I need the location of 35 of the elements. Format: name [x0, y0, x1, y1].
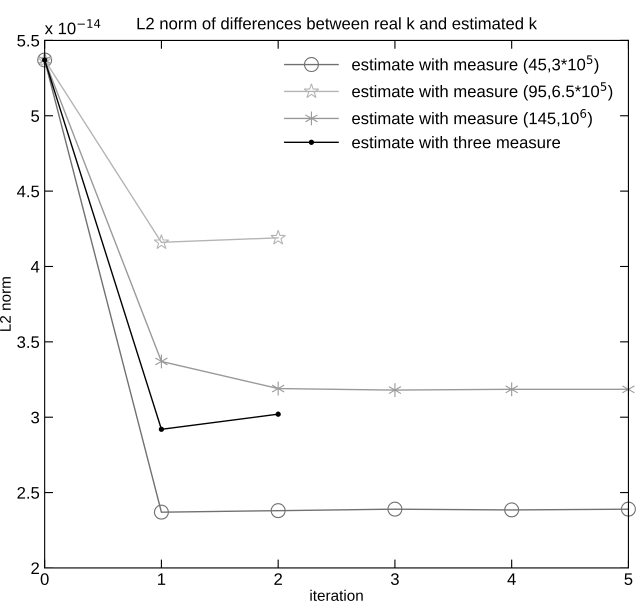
y-tick-label: 5 [31, 110, 40, 122]
x-tick-label: 5 [624, 573, 632, 586]
point [270, 230, 286, 245]
y-tick-label: 4 [30, 261, 40, 273]
y-tick-label: 2.5 [17, 486, 40, 499]
point [276, 412, 281, 417]
y-axis-title: L2 norm [0, 277, 11, 331]
text: x 10$^{−14}$ [44, 19, 100, 34]
y-tick-label: 3 [31, 412, 40, 424]
point [505, 382, 518, 397]
x-tick-label: 1 [158, 573, 166, 585]
y-tick-label: 2 [31, 562, 39, 574]
x-tick-label: 3 [390, 573, 399, 586]
x-tick-label: 2 [274, 573, 282, 585]
chart-title: L2 norm of differences between real k and estimated k [138, 17, 538, 30]
point [158, 426, 164, 432]
legend-label: estimate with measure (145,10$^{6}$) [352, 109, 592, 128]
point [154, 504, 169, 520]
legend-label: estimate with measure (45,3*10$^{5}$) [352, 55, 598, 74]
point [504, 502, 520, 518]
point [154, 354, 168, 369]
point [620, 502, 636, 517]
x-tick-label: 4 [507, 573, 516, 585]
point [270, 503, 286, 518]
y-tick-label: 5.5 [17, 34, 40, 47]
y-tick-label: 3.5 [17, 336, 40, 348]
x-tick-label: 0 [40, 573, 49, 586]
legend-label: estimate with measure (95,6.5*10$^{5}$) [352, 82, 612, 101]
point [272, 381, 285, 396]
point [388, 382, 402, 398]
y-tick-label: 4.5 [17, 186, 40, 198]
point [154, 234, 170, 250]
legend-label: estimate with three measure [352, 136, 560, 148]
point [387, 502, 402, 517]
x-axis-title: iteration [310, 590, 363, 601]
